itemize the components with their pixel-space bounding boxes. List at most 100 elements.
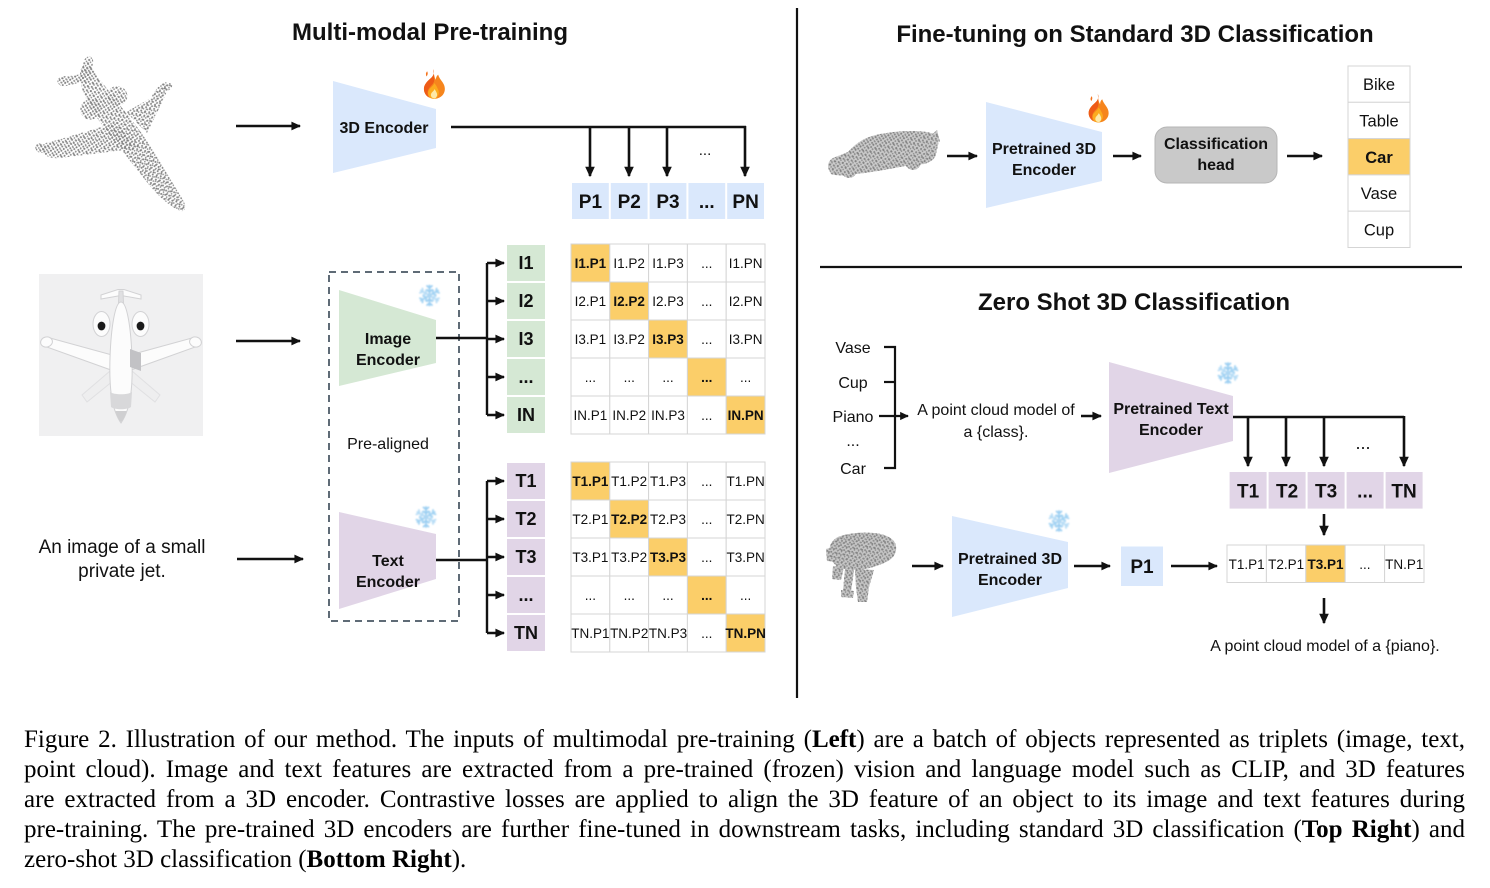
svg-text:Pre-aligned: Pre-aligned — [347, 436, 429, 453]
svg-text:I1.P2: I1.P2 — [613, 256, 645, 271]
svg-text:T3.P1: T3.P1 — [1307, 557, 1344, 572]
svg-text:TN.P1: TN.P1 — [1385, 557, 1423, 572]
svg-text:...: ... — [1357, 481, 1373, 502]
svg-text:IN.P2: IN.P2 — [612, 408, 646, 423]
svg-text:T1.P2: T1.P2 — [611, 474, 647, 489]
svg-text:I3.P1: I3.P1 — [575, 332, 607, 347]
svg-text:T2: T2 — [1276, 481, 1298, 502]
svg-text:T1: T1 — [1237, 481, 1260, 502]
svg-text:I2.PN: I2.PN — [729, 294, 763, 309]
svg-text:T3.P2: T3.P2 — [611, 550, 647, 565]
svg-text:TN.PN: TN.PN — [725, 626, 766, 641]
svg-text:IN.P3: IN.P3 — [651, 408, 685, 423]
svg-text:I2: I2 — [518, 291, 533, 311]
svg-text:Text: Text — [372, 553, 404, 570]
svg-text:I3.P3: I3.P3 — [652, 332, 684, 347]
svg-text:...: ... — [1359, 557, 1370, 572]
svg-text:T2.P2: T2.P2 — [611, 512, 647, 527]
svg-text:Vase: Vase — [1361, 185, 1397, 203]
svg-text:...: ... — [846, 433, 859, 450]
svg-text:...: ... — [624, 588, 635, 603]
svg-text:Fine-tuning on Standard 3D Cla: Fine-tuning on Standard 3D Classificatio… — [896, 21, 1373, 48]
svg-text:T1: T1 — [515, 471, 536, 491]
svg-text:...: ... — [701, 474, 712, 489]
svg-text:Encoder: Encoder — [1012, 162, 1076, 179]
svg-text:Cup: Cup — [1364, 221, 1394, 239]
svg-text:TN: TN — [1391, 481, 1416, 502]
svg-text:T3.P3: T3.P3 — [650, 550, 687, 565]
svg-text:IN.P1: IN.P1 — [574, 408, 608, 423]
svg-text:T2.P3: T2.P3 — [650, 512, 686, 527]
svg-text:T3.PN: T3.PN — [726, 550, 764, 565]
svg-text:...: ... — [701, 626, 712, 641]
svg-text:...: ... — [701, 256, 712, 271]
svg-text:P1: P1 — [1130, 557, 1154, 578]
svg-text:T1.P1: T1.P1 — [572, 474, 609, 489]
svg-text:Encoder: Encoder — [978, 572, 1042, 589]
svg-text:Multi-modal Pre-training: Multi-modal Pre-training — [292, 19, 568, 46]
svg-text:T2.PN: T2.PN — [726, 512, 764, 527]
svg-text:I2.P3: I2.P3 — [652, 294, 684, 309]
svg-text:I1.P3: I1.P3 — [652, 256, 684, 271]
svg-text:...: ... — [740, 370, 751, 385]
svg-text:Car: Car — [1365, 149, 1393, 167]
svg-text:TN.P2: TN.P2 — [610, 626, 648, 641]
svg-text:T2.P1: T2.P1 — [1268, 557, 1304, 572]
svg-text:...: ... — [701, 512, 712, 527]
svg-text:...: ... — [701, 408, 712, 423]
svg-text:IN.PN: IN.PN — [728, 408, 764, 423]
svg-text:T3.P1: T3.P1 — [572, 550, 608, 565]
svg-text:Table: Table — [1359, 112, 1398, 130]
svg-text:TN.P1: TN.P1 — [571, 626, 609, 641]
svg-text:Image: Image — [365, 331, 411, 348]
svg-text:I1.PN: I1.PN — [729, 256, 763, 271]
svg-text:...: ... — [699, 142, 712, 159]
svg-text:...: ... — [585, 370, 596, 385]
svg-text:...: ... — [662, 588, 673, 603]
svg-text:I1.P1: I1.P1 — [575, 256, 607, 271]
svg-text:T2: T2 — [515, 509, 536, 529]
svg-text:Encoder: Encoder — [356, 352, 420, 369]
svg-text:T3: T3 — [515, 547, 536, 567]
svg-text:3D Encoder: 3D Encoder — [340, 120, 429, 137]
svg-text:TN.P3: TN.P3 — [649, 626, 687, 641]
svg-text:...: ... — [701, 588, 712, 603]
svg-text:...: ... — [585, 588, 596, 603]
svg-text:I3.PN: I3.PN — [729, 332, 763, 347]
svg-text:...: ... — [624, 370, 635, 385]
svg-text:...: ... — [701, 294, 712, 309]
svg-text:Car: Car — [840, 461, 866, 478]
svg-text:I3: I3 — [518, 329, 533, 349]
svg-text:I2.P2: I2.P2 — [613, 294, 645, 309]
svg-text:Encoder: Encoder — [356, 574, 420, 591]
svg-text:private jet.: private jet. — [78, 561, 166, 582]
svg-text:Pretrained Text: Pretrained Text — [1113, 401, 1229, 418]
svg-text:Cup: Cup — [838, 375, 867, 392]
svg-text:An image of a small: An image of a small — [39, 537, 206, 558]
svg-text:Vase: Vase — [835, 340, 870, 357]
svg-text:P1: P1 — [579, 192, 603, 213]
svg-text:Pretrained 3D: Pretrained 3D — [958, 551, 1062, 568]
svg-text:IN: IN — [517, 405, 535, 425]
svg-text:...: ... — [740, 588, 751, 603]
svg-text:head: head — [1197, 157, 1234, 174]
svg-text:a {class}.: a {class}. — [964, 424, 1029, 441]
svg-text:TN: TN — [514, 623, 538, 643]
svg-text:Pretrained 3D: Pretrained 3D — [992, 141, 1096, 158]
svg-text:Bike: Bike — [1363, 76, 1395, 94]
svg-text:...: ... — [518, 367, 533, 387]
svg-text:T2.P1: T2.P1 — [572, 512, 608, 527]
svg-text:...: ... — [699, 192, 715, 213]
svg-text:T1.P3: T1.P3 — [650, 474, 686, 489]
svg-text:...: ... — [662, 370, 673, 385]
svg-text:Piano: Piano — [833, 409, 874, 426]
svg-text:A point cloud model of: A point cloud model of — [917, 402, 1075, 419]
svg-text:Zero Shot 3D Classification: Zero Shot 3D Classification — [978, 289, 1290, 316]
svg-text:I3.P2: I3.P2 — [613, 332, 645, 347]
svg-text:I2.P1: I2.P1 — [575, 294, 607, 309]
svg-text:...: ... — [701, 550, 712, 565]
svg-text:...: ... — [701, 370, 712, 385]
svg-text:A point cloud model of a {pian: A point cloud model of a {piano}. — [1210, 638, 1440, 655]
svg-text:P3: P3 — [656, 192, 679, 213]
svg-text:I1: I1 — [518, 253, 533, 273]
